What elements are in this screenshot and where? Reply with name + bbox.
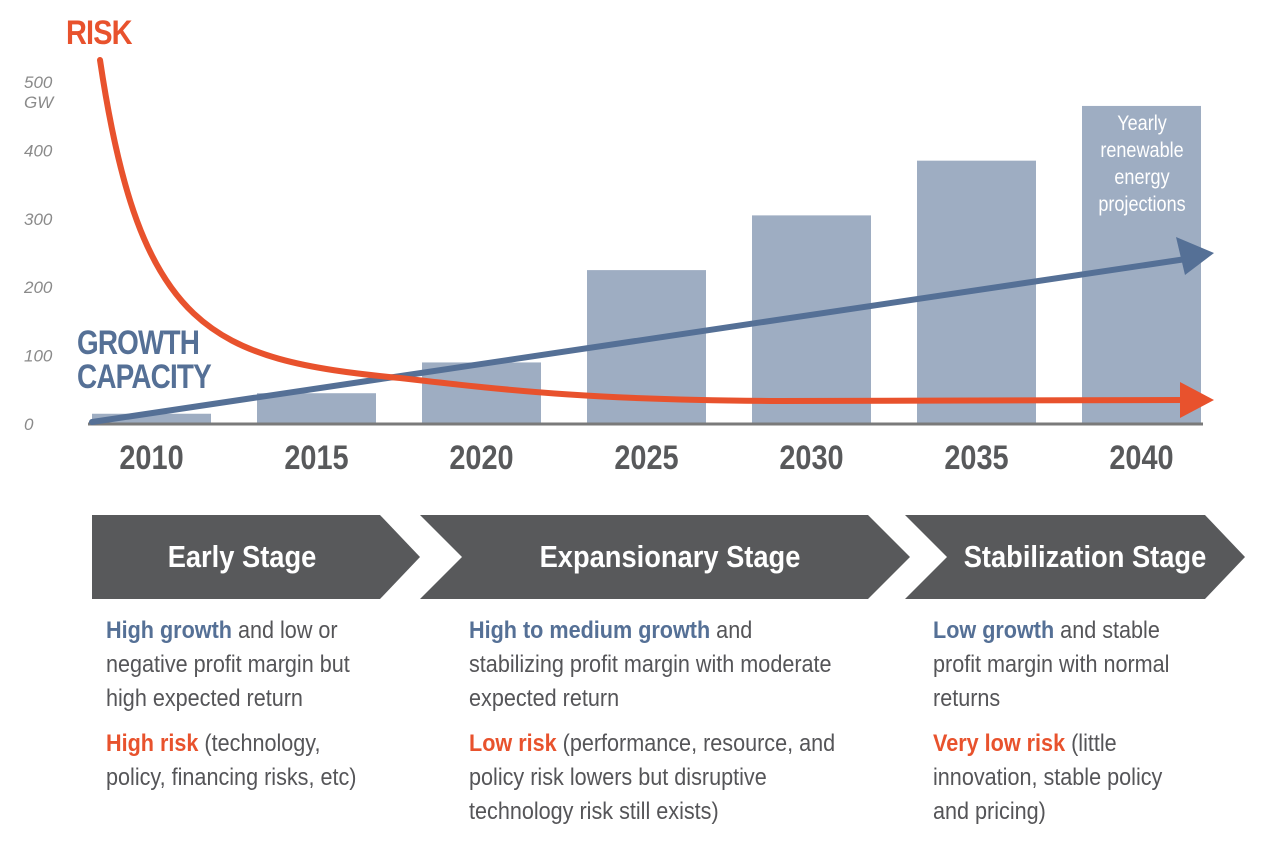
x-label-2020: 2020 bbox=[449, 438, 513, 477]
chevron-shape bbox=[92, 515, 420, 599]
risk-rest: (technology, bbox=[198, 730, 321, 757]
x-label-2025: 2025 bbox=[614, 438, 678, 477]
y-tick-100: 100 bbox=[24, 347, 53, 366]
growth-label-line-2: CAPACITY bbox=[77, 358, 212, 396]
x-label-2040: 2040 bbox=[1109, 438, 1173, 477]
risk-rest: (performance, resource, and bbox=[556, 730, 836, 757]
stage-early-description: High growth and low or negative profit m… bbox=[106, 614, 384, 806]
stage-expansionary: Expansionary Stage bbox=[420, 515, 912, 599]
risk-rest: (little bbox=[1065, 730, 1117, 757]
risk-text: Low risk (performance, resource, and pol… bbox=[469, 727, 835, 829]
growth-rest: and stable bbox=[1054, 617, 1160, 644]
bars bbox=[92, 105, 1201, 424]
chevron-shape bbox=[905, 515, 1245, 599]
stage-expansionary-description: High to medium growth and stabilizing pr… bbox=[469, 614, 876, 840]
growth-line: negative profit margin but bbox=[106, 651, 350, 678]
growth-capacity-label: GROWTH CAPACITY bbox=[77, 324, 212, 396]
growth-line: stabilizing profit margin with moderate bbox=[469, 651, 832, 678]
risk-line: technology risk still exists) bbox=[469, 798, 719, 825]
bar-2015 bbox=[257, 393, 376, 424]
x-label-2035: 2035 bbox=[944, 438, 1008, 477]
y-tick-200: 200 bbox=[23, 278, 53, 297]
growth-text: High to medium growth and stabilizing pr… bbox=[469, 614, 835, 716]
risk-curve bbox=[97, 57, 1214, 418]
risk-line: policy risk lowers but disruptive bbox=[469, 764, 767, 791]
risk-lead: Very low risk bbox=[933, 730, 1066, 757]
risk-lead: Low risk bbox=[469, 730, 557, 757]
x-label-2030: 2030 bbox=[779, 438, 843, 477]
growth-line: expected return bbox=[469, 685, 620, 712]
stage-stabilization-label: Stabilization Stage bbox=[963, 539, 1207, 574]
y-unit-label: GW bbox=[24, 93, 55, 112]
risk-line: policy, financing risks, etc) bbox=[106, 764, 357, 791]
y-tick-500: 500 bbox=[24, 73, 53, 92]
bar-annotation: Yearly renewable energy projections bbox=[1098, 112, 1186, 216]
growth-rest: and low or bbox=[231, 617, 338, 644]
stage-expansionary-label: Expansionary Stage bbox=[539, 539, 801, 574]
stage-early: Early Stage bbox=[92, 515, 422, 599]
chevron-shape bbox=[420, 515, 910, 599]
risk-text: High risk (technology, policy, financing… bbox=[106, 727, 356, 795]
growth-lead: Low growth bbox=[933, 617, 1055, 644]
stage-early-label: Early Stage bbox=[167, 539, 317, 574]
growth-arrow bbox=[89, 237, 1214, 425]
risk-label: RISK bbox=[66, 14, 133, 52]
x-label-2010: 2010 bbox=[119, 438, 183, 477]
growth-text: High growth and low or negative profit m… bbox=[106, 614, 356, 716]
growth-text: Low growth and stable profit margin with… bbox=[933, 614, 1169, 716]
risk-line: and pricing) bbox=[933, 798, 1046, 825]
y-tick-0: 0 bbox=[24, 415, 34, 434]
bar-2010 bbox=[92, 413, 211, 424]
x-axis-labels: 2010 2015 2020 2025 2030 2035 2040 bbox=[119, 438, 1173, 477]
growth-lead: High to medium growth bbox=[469, 617, 711, 644]
growth-line: returns bbox=[933, 685, 1001, 712]
stage-stabilization: Stabilization Stage bbox=[905, 515, 1247, 599]
risk-lead: High risk bbox=[106, 730, 199, 757]
stage-stabilization-description: Low growth and stable profit margin with… bbox=[933, 614, 1196, 840]
risk-text: Very low risk (little innovation, stable… bbox=[933, 727, 1169, 829]
growth-line: profit margin with normal bbox=[933, 651, 1170, 678]
growth-lead: High growth bbox=[106, 617, 232, 644]
x-label-2015: 2015 bbox=[284, 438, 348, 477]
y-tick-400: 400 bbox=[24, 141, 53, 160]
y-tick-300: 300 bbox=[24, 210, 53, 229]
risk-line: innovation, stable policy bbox=[933, 764, 1163, 791]
growth-label-line-1: GROWTH bbox=[77, 324, 200, 362]
growth-rest: and bbox=[710, 617, 753, 644]
growth-line: high expected return bbox=[106, 685, 303, 712]
